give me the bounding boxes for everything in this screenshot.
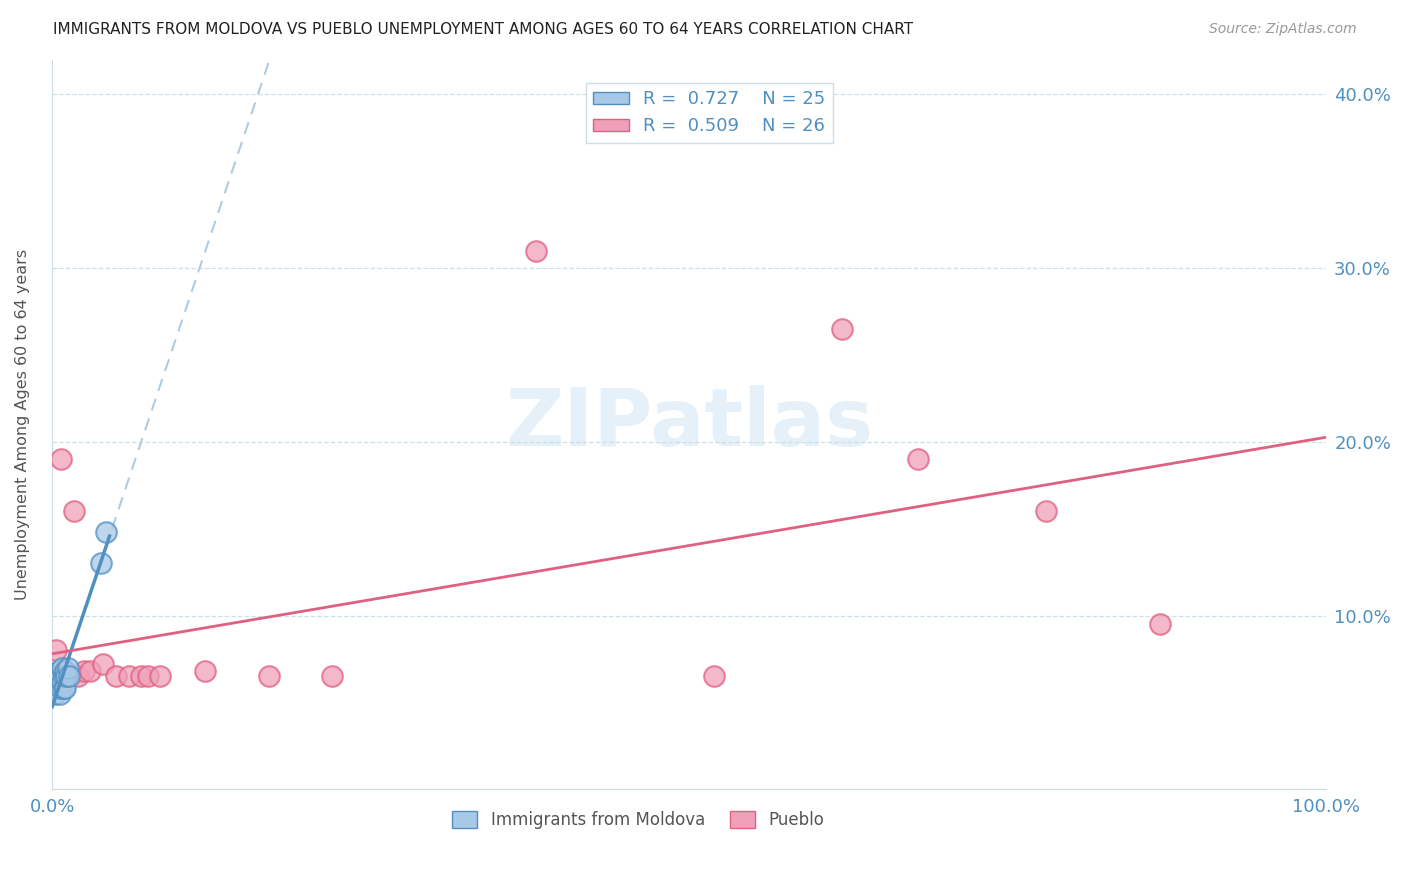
- Point: [46, 669, 69, 683]
- Point: [48, 681, 70, 696]
- Point: [45, 674, 67, 689]
- Point: [63, 504, 86, 518]
- Point: [66, 669, 89, 683]
- Point: [49, 678, 72, 692]
- Point: [56, 660, 79, 674]
- Point: [136, 669, 159, 683]
- Text: IMMIGRANTS FROM MOLDOVA VS PUEBLO UNEMPLOYMENT AMONG AGES 60 TO 64 YEARS CORRELA: IMMIGRANTS FROM MOLDOVA VS PUEBLO UNEMPL…: [53, 22, 914, 37]
- Point: [49, 678, 72, 692]
- Point: [257, 669, 280, 683]
- Point: [524, 244, 547, 258]
- Point: [48, 673, 70, 687]
- Point: [90, 557, 112, 571]
- Point: [831, 322, 853, 336]
- Point: [49, 669, 72, 683]
- Y-axis label: Unemployment Among Ages 60 to 64 years: Unemployment Among Ages 60 to 64 years: [15, 249, 30, 600]
- Point: [53, 681, 76, 696]
- Point: [94, 525, 117, 540]
- Point: [907, 452, 929, 467]
- Point: [194, 664, 217, 678]
- Point: [51, 674, 73, 689]
- Point: [55, 669, 77, 683]
- Point: [117, 669, 139, 683]
- Point: [49, 687, 72, 701]
- Text: Source: ZipAtlas.com: Source: ZipAtlas.com: [1209, 22, 1357, 37]
- Point: [45, 643, 67, 657]
- Point: [53, 669, 76, 683]
- Point: [1149, 617, 1171, 632]
- Point: [703, 669, 725, 683]
- Point: [49, 681, 72, 696]
- Point: [56, 669, 79, 683]
- Point: [44, 687, 66, 701]
- Point: [51, 669, 73, 683]
- Point: [149, 669, 172, 683]
- Point: [51, 660, 73, 674]
- Point: [48, 664, 70, 678]
- Text: ZIPatlas: ZIPatlas: [505, 385, 873, 464]
- Point: [49, 669, 72, 683]
- Point: [91, 657, 114, 672]
- Point: [79, 664, 101, 678]
- Point: [73, 664, 96, 678]
- Point: [59, 669, 82, 683]
- Point: [131, 669, 153, 683]
- Point: [321, 669, 343, 683]
- Point: [49, 452, 72, 467]
- Point: [52, 681, 75, 696]
- Point: [46, 681, 69, 696]
- Point: [1035, 504, 1057, 518]
- Point: [52, 669, 75, 683]
- Point: [53, 664, 76, 678]
- Point: [48, 669, 70, 683]
- Point: [58, 669, 80, 683]
- Point: [104, 669, 127, 683]
- Point: [45, 678, 67, 692]
- Legend: Immigrants from Moldova, Pueblo: Immigrants from Moldova, Pueblo: [446, 804, 831, 836]
